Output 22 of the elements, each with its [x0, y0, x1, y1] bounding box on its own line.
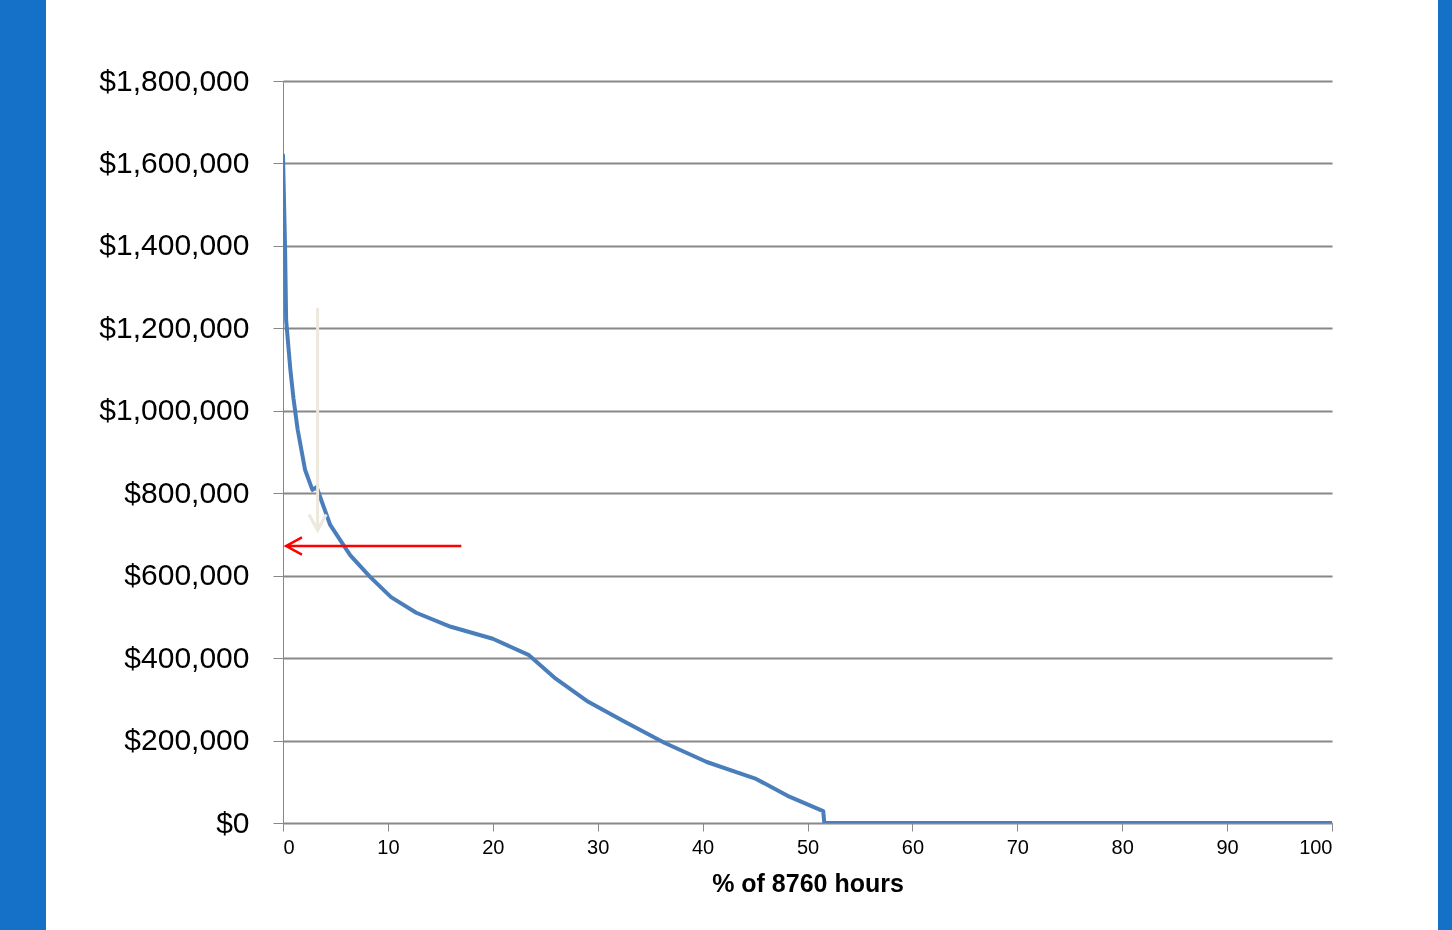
x-tick-label: 70 [1006, 835, 1029, 858]
x-tick-label: 90 [1216, 835, 1239, 858]
x-tick-label: 0 [283, 835, 295, 858]
y-tick-label: $200,000 [124, 723, 250, 757]
x-tick-label: 40 [691, 835, 715, 858]
y-tick-label: $400,000 [124, 640, 250, 674]
x-tick-label: 20 [482, 835, 505, 858]
y-tick-label: $1,400,000 [99, 228, 250, 262]
y-tick-label: $800,000 [124, 475, 250, 509]
y-tick-label: $1,600,000 [99, 145, 250, 179]
y-tick-label: $600,000 [124, 558, 250, 592]
x-axis-title: % of 8760 hours [712, 868, 904, 897]
x-tick-label: 30 [587, 835, 610, 858]
x-tick-label: 100 [1299, 835, 1333, 858]
x-tick-label: 60 [901, 835, 925, 858]
y-tick-label: $1,800,000 [99, 63, 250, 97]
x-tick-label: 80 [1111, 835, 1134, 858]
y-tick-label: $1,200,000 [99, 310, 250, 344]
x-tick-label: 10 [377, 835, 400, 858]
y-tick-label: $1,000,000 [99, 393, 250, 427]
y-tick-label: $0 [216, 805, 250, 839]
x-tick-label: 50 [796, 835, 820, 858]
